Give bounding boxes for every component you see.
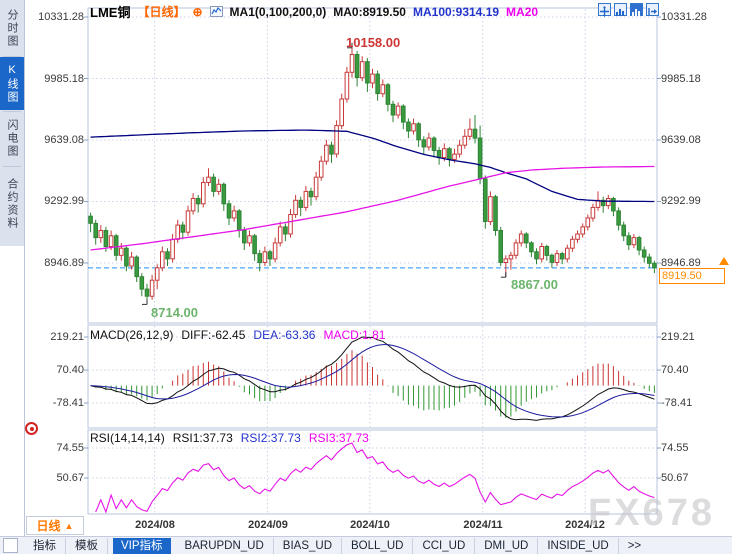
current-price-tag: 8919.50 xyxy=(659,268,725,284)
time-axis-label: 2024/10 xyxy=(350,519,390,531)
ma-chart-icon[interactable] xyxy=(209,6,223,17)
macd-axis-label: -78.41 xyxy=(52,397,84,409)
rsi-name: RSI(14,14,14) xyxy=(90,431,165,445)
rsi-axis-label: 74.55 xyxy=(661,442,689,454)
sidebar-item-contract-info[interactable]: 合约资料 xyxy=(6,178,18,230)
chart-toolbar xyxy=(598,3,659,17)
tab-barupdn-ud[interactable]: BARUPDN_UD xyxy=(176,537,274,554)
rsi-axis-label: 50.67 xyxy=(56,472,84,484)
price-axis-label: 9985.18 xyxy=(44,73,84,85)
sidebar-separator xyxy=(3,111,21,112)
macd-header: MACD(26,12,9) DIFF:-62.45 DEA:-63.36 MAC… xyxy=(90,328,385,342)
red-target-icon xyxy=(25,422,38,435)
price-axis-label: 9639.08 xyxy=(44,134,84,146)
price-axis-label: 9292.99 xyxy=(44,195,84,207)
tab-template[interactable]: 模板 xyxy=(66,537,108,554)
swing-low-annotation: 8867.00 xyxy=(511,277,558,292)
macd-axis-label: 219.21 xyxy=(661,331,695,343)
macd-dea-value: DEA:-63.36 xyxy=(253,328,316,342)
sidebar-divider xyxy=(24,0,25,554)
sidebar-item-lightning[interactable]: 闪电图 xyxy=(6,119,18,158)
time-axis-label: 2024/11 xyxy=(463,519,503,531)
period-label: 日线 xyxy=(36,519,61,533)
rsi2-value: RSI2:37.73 xyxy=(240,431,301,445)
price-up-arrow-icon xyxy=(719,257,729,265)
indicator-tab-bar: 指标 模板 VIP指标 BARUPDN_UD BIAS_UD BOLL_UD C… xyxy=(0,536,732,554)
ma100-value: MA100:9314.19 xyxy=(412,4,500,19)
watermark: FX678 xyxy=(588,492,715,534)
ma20-label: MA20 xyxy=(506,4,539,19)
time-axis-label: 2024/12 xyxy=(565,519,605,531)
pane-layout-icon[interactable] xyxy=(614,3,627,16)
tab-inside-ud[interactable]: INSIDE_UD xyxy=(538,537,619,554)
price-axis-label: 9639.08 xyxy=(661,134,701,146)
macd-hist-value: MACD:1.81 xyxy=(323,328,386,342)
price-axis-label: 10331.28 xyxy=(38,11,84,23)
sidebar xyxy=(0,0,24,246)
add-indicator-icon[interactable]: ⊕ xyxy=(192,4,203,19)
macd-axis-label: -78.41 xyxy=(661,397,693,409)
rsi1-value: RSI1:37.73 xyxy=(172,431,233,445)
macd-name: MACD(26,12,9) xyxy=(90,328,174,342)
ma0-value: MA0:8919.50 xyxy=(333,4,406,19)
tab-vip-indicator[interactable]: VIP指标 xyxy=(113,537,171,554)
tab-indicator[interactable]: 指标 xyxy=(24,537,66,554)
macd-diff-value: DIFF:-62.45 xyxy=(181,328,246,342)
tab-dmi-ud[interactable]: DMI_UD xyxy=(475,537,539,554)
pane-layout-active-icon[interactable] xyxy=(630,3,643,16)
price-axis-label: 8946.89 xyxy=(44,257,84,269)
rsi-header: RSI(14,14,14) RSI1:37.73 RSI2:37.73 RSI3… xyxy=(90,431,369,445)
price-axis-label: 10331.28 xyxy=(661,11,707,23)
time-axis-label: 2024/08 xyxy=(135,519,175,531)
price-axis-label: 8946.89 xyxy=(661,257,701,269)
macd-axis-label: 70.40 xyxy=(56,364,84,376)
rsi-axis-label: 50.67 xyxy=(661,472,689,484)
macd-axis-label: 219.21 xyxy=(50,331,84,343)
ma-settings-label: MA1(0,100,200,0) xyxy=(229,4,327,19)
period-selector[interactable]: 日线 ▲ xyxy=(26,516,84,535)
sidebar-separator xyxy=(3,166,21,167)
pan-crosshair-icon[interactable] xyxy=(598,3,611,17)
period-tag[interactable]: 【日线】 xyxy=(137,5,186,19)
time-axis-label: 2024/09 xyxy=(248,519,288,531)
tab-cci-ud[interactable]: CCI_UD xyxy=(413,537,476,554)
price-axis-label: 9985.18 xyxy=(661,73,701,85)
sidebar-item-timechart[interactable]: 分时图 xyxy=(6,9,18,48)
macd-axis-label: 70.40 xyxy=(661,364,689,376)
tab-bias-ud[interactable]: BIAS_UD xyxy=(274,537,343,554)
price-axis-label: 9292.99 xyxy=(661,195,701,207)
high-price-annotation: 10158.00 xyxy=(346,35,401,50)
sidebar-separator xyxy=(3,56,21,57)
rsi3-value: RSI3:37.73 xyxy=(308,431,369,445)
low-price-annotation: 8714.00 xyxy=(151,305,198,320)
tab-boll-ud[interactable]: BOLL_UD xyxy=(342,537,414,554)
symbol-name: LME铜 xyxy=(90,5,131,20)
period-up-icon: ▲ xyxy=(64,520,74,531)
sidebar-item-kline[interactable]: K线图 xyxy=(0,57,24,110)
exit-fullscreen-icon[interactable] xyxy=(646,3,659,16)
chart-header: LME铜 【日线】 ⊕ MA1(0,100,200,0) MA0:8919.50… xyxy=(90,2,538,21)
tab-more[interactable]: >> xyxy=(627,539,642,552)
tab-bar-button[interactable] xyxy=(3,538,18,553)
rsi-axis-label: 74.55 xyxy=(56,442,84,454)
